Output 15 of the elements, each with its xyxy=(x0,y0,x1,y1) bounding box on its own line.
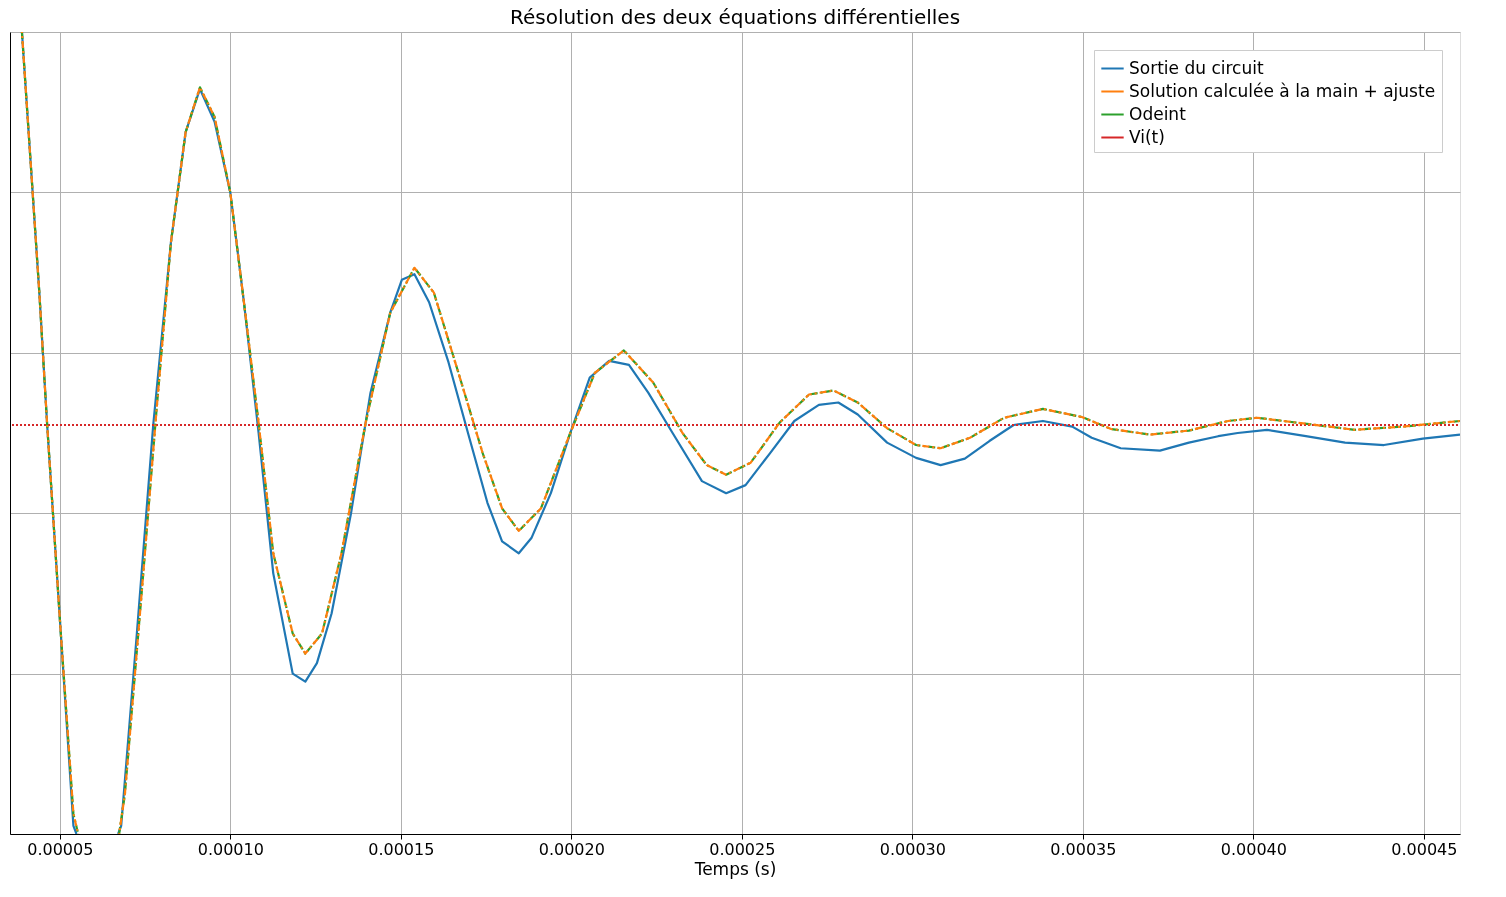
x-tick-label: 0.00015 xyxy=(368,839,435,859)
x-tick-label: 0.00020 xyxy=(538,839,605,859)
legend-label: Sortie du circuit xyxy=(1129,57,1264,78)
x-tick-label: 0.00040 xyxy=(1220,839,1287,859)
legend-label: Vi(t) xyxy=(1129,126,1165,147)
x-tick-label: 0.00045 xyxy=(1391,839,1458,859)
chart-title: Résolution des deux équations différentielles xyxy=(509,5,961,29)
x-tick-label: 0.00010 xyxy=(197,839,264,859)
x-axis-title: Temps (s) xyxy=(693,858,777,879)
x-tick-label: 0.00025 xyxy=(709,839,776,859)
x-tick-label: 0.00005 xyxy=(27,839,94,859)
legend-label: Solution calculée à la main + ajuste xyxy=(1129,80,1436,101)
legend-label: Odeint xyxy=(1129,103,1187,124)
x-tick-label: 0.00030 xyxy=(879,839,946,859)
x-tick-label: 0.00035 xyxy=(1050,839,1117,859)
